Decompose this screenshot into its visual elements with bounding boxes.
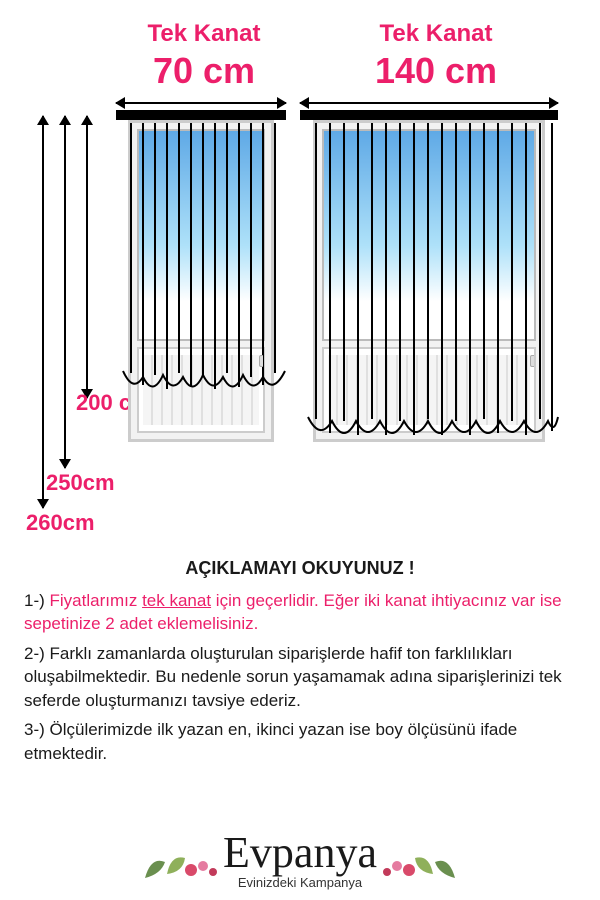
note-2: 2-) Farklı zamanlarda oluşturulan sipari… — [24, 642, 576, 712]
brand-name: Evpanya — [223, 833, 377, 873]
notes-title: AÇIKLAMAYI OKUYUNUZ ! — [24, 556, 576, 581]
note-3: 3-) Ölçülerimizde ilk yazan en, ikinci y… — [24, 718, 576, 765]
radiator-left — [137, 347, 265, 433]
width-arrow-right — [300, 102, 558, 104]
brand-tagline: Evinizdeki Kampanya — [238, 875, 362, 890]
height-label-2: 250cm — [46, 470, 115, 496]
height-arrow-1 — [86, 116, 88, 398]
panel-header-row: Tek Kanat 70 cm Tek Kanat 140 cm — [114, 20, 576, 92]
window-left — [116, 110, 286, 442]
note-2-text: Farklı zamanlarda oluşturulan siparişler… — [24, 644, 562, 710]
leaf-left-icon — [143, 840, 223, 884]
radiator-knob-icon — [530, 355, 536, 367]
diagram-area: 200 cm 250cm 260cm — [24, 98, 576, 538]
note-3-text: Ölçülerimizde ilk yazan en, ikinci yazan… — [24, 720, 517, 762]
panel-right-title: Tek Kanat — [306, 20, 566, 48]
height-arrow-3 — [42, 116, 44, 508]
window-frame-right — [313, 120, 545, 442]
note-1-prefix: 1-) — [24, 591, 50, 610]
note-1-underline: tek kanat — [142, 591, 211, 610]
leaf-right-icon — [377, 840, 457, 884]
note-3-prefix: 3-) — [24, 720, 50, 739]
note-1: 1-) Fiyatlarımız tek kanat için geçerlid… — [24, 589, 576, 636]
window-glass-right — [322, 129, 536, 341]
width-arrow-left — [116, 102, 286, 104]
curtain-rod-left — [116, 110, 286, 120]
note-2-prefix: 2-) — [24, 644, 50, 663]
note-1-text-a: Fiyatlarımız — [50, 591, 143, 610]
panel-right-header: Tek Kanat 140 cm — [306, 20, 566, 92]
window-frame-left — [128, 120, 274, 442]
panel-right-width: 140 cm — [306, 50, 566, 92]
window-right — [300, 110, 558, 442]
curtain-rod-right — [300, 110, 558, 120]
height-arrow-2 — [64, 116, 66, 468]
panel-left-header: Tek Kanat 70 cm — [114, 20, 294, 92]
radiator-right — [322, 347, 536, 433]
window-glass-left — [137, 129, 265, 341]
notes-section: AÇIKLAMAYI OKUYUNUZ ! 1-) Fiyatlarımız t… — [24, 556, 576, 765]
windows-row — [116, 110, 558, 442]
height-label-3: 260cm — [26, 510, 95, 536]
radiator-knob-icon — [259, 355, 265, 367]
brand-block: Evpanya Evinizdeki Kampanya — [223, 833, 377, 890]
panel-left-title: Tek Kanat — [114, 20, 294, 48]
brand-footer: Evpanya Evinizdeki Kampanya — [0, 833, 600, 890]
panel-left-width: 70 cm — [114, 50, 294, 92]
